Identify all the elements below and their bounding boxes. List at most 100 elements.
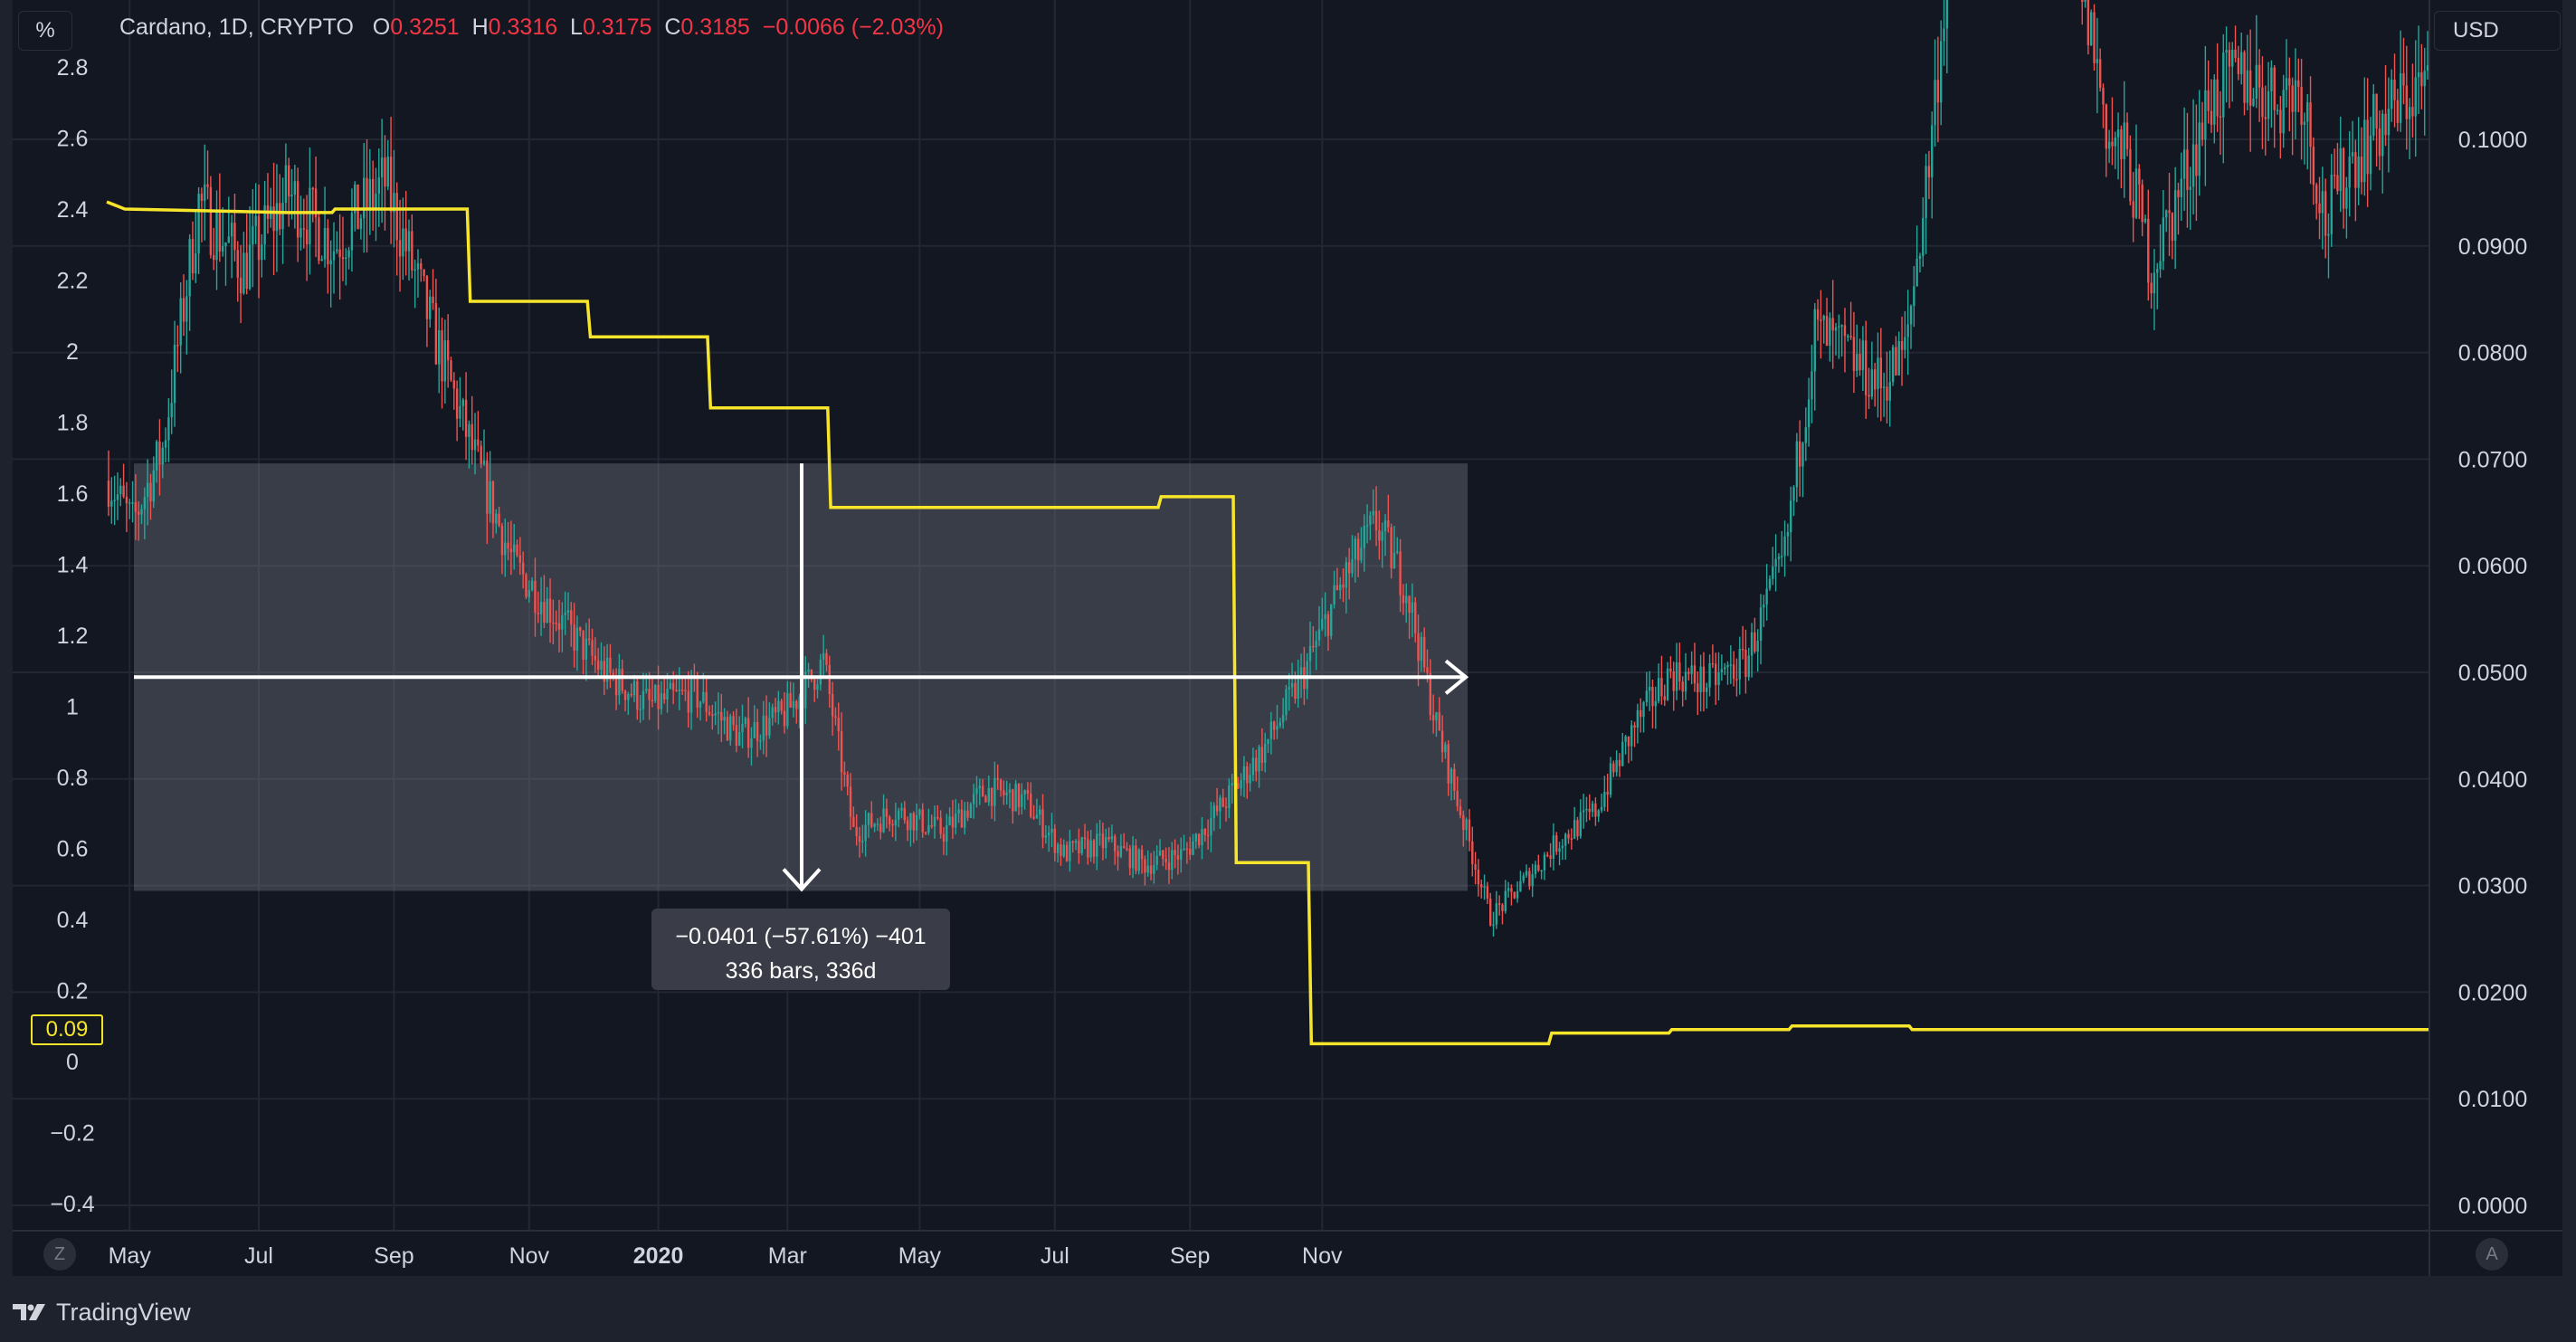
candle-body bbox=[2354, 152, 2357, 188]
candle-body bbox=[1420, 636, 1423, 661]
candle-body bbox=[1005, 792, 1008, 795]
candle-body bbox=[1249, 775, 1251, 784]
candle bbox=[393, 149, 395, 248]
candle bbox=[131, 481, 134, 523]
candle-body bbox=[371, 178, 375, 208]
candle bbox=[279, 174, 281, 235]
candle-body bbox=[759, 740, 762, 742]
candle bbox=[1558, 842, 1561, 866]
candle-body bbox=[1119, 845, 1123, 857]
candle-body bbox=[1897, 340, 1900, 376]
candle-body bbox=[1180, 849, 1183, 861]
candle-body bbox=[350, 213, 354, 251]
candle bbox=[1510, 884, 1513, 906]
candle bbox=[708, 705, 711, 717]
candle bbox=[125, 481, 128, 532]
candle-body bbox=[254, 215, 257, 226]
candle bbox=[1438, 697, 1440, 731]
candle bbox=[575, 615, 579, 671]
candle bbox=[468, 420, 471, 469]
candle bbox=[2264, 85, 2267, 156]
candle-body bbox=[288, 165, 290, 197]
candle-body bbox=[2405, 85, 2408, 119]
candle bbox=[1215, 787, 1219, 816]
candle bbox=[1657, 663, 1660, 704]
candle bbox=[2426, 31, 2429, 80]
candle bbox=[789, 681, 792, 709]
candle bbox=[1212, 802, 1215, 832]
candle-body bbox=[843, 772, 846, 775]
candle bbox=[1847, 334, 1849, 342]
candle bbox=[2168, 173, 2171, 256]
candle bbox=[1531, 863, 1534, 898]
candle-body bbox=[834, 716, 837, 719]
candle-body bbox=[195, 253, 197, 274]
candle bbox=[1642, 700, 1645, 733]
candle-body bbox=[2207, 90, 2210, 111]
candle-body bbox=[323, 227, 327, 260]
candle-body bbox=[699, 701, 702, 708]
candle-body bbox=[1588, 808, 1591, 813]
tradingview-brand[interactable]: TradingView bbox=[13, 1296, 191, 1328]
candle-body bbox=[2165, 210, 2168, 218]
candle bbox=[981, 778, 984, 797]
candle-body bbox=[600, 661, 603, 671]
left-axis-tick-label: 2 bbox=[66, 339, 79, 365]
candle-body bbox=[525, 574, 528, 597]
candle bbox=[1324, 592, 1326, 637]
candle-body bbox=[2369, 135, 2372, 175]
candle bbox=[714, 701, 717, 726]
time-axis-tick-label: 2020 bbox=[633, 1243, 684, 1269]
candle-body bbox=[128, 502, 131, 504]
candle bbox=[1189, 836, 1192, 861]
candle bbox=[332, 222, 336, 294]
candle bbox=[1285, 684, 1288, 721]
candle-body bbox=[570, 610, 573, 625]
candle bbox=[2198, 90, 2201, 196]
candle-body bbox=[666, 689, 669, 700]
candle bbox=[1035, 798, 1039, 819]
candle bbox=[407, 219, 411, 281]
symbol-title[interactable]: Cardano, 1D, CRYPTO bbox=[119, 14, 354, 40]
candle-body bbox=[1471, 841, 1474, 864]
candle bbox=[623, 690, 627, 711]
ohlc-legend: Cardano, 1D, CRYPTO O0.3251 H0.3316 L0.3… bbox=[119, 14, 944, 41]
currency-scale-button[interactable]: USD bbox=[2434, 11, 2561, 51]
candle-body bbox=[411, 231, 413, 271]
candle-body bbox=[2156, 269, 2159, 273]
candle-body bbox=[671, 682, 675, 690]
candle-body bbox=[311, 187, 314, 190]
candle-body bbox=[810, 669, 813, 680]
candle bbox=[204, 144, 206, 241]
percent-scale-button[interactable]: % bbox=[18, 11, 72, 51]
candle-body bbox=[131, 502, 134, 504]
candle bbox=[338, 214, 341, 300]
candle bbox=[972, 784, 975, 819]
zoom-reset-button[interactable]: Z bbox=[43, 1238, 76, 1271]
candle-body bbox=[2255, 64, 2258, 99]
candle-body bbox=[1765, 588, 1768, 605]
left-axis-tick-label: −0.2 bbox=[50, 1121, 94, 1147]
candle-body bbox=[170, 403, 173, 418]
candle bbox=[2248, 29, 2252, 152]
candle-body bbox=[1246, 766, 1249, 784]
candle bbox=[473, 413, 477, 475]
candle bbox=[1053, 823, 1056, 861]
candle bbox=[152, 456, 155, 509]
candle bbox=[1624, 735, 1627, 755]
candle bbox=[1708, 654, 1711, 697]
candle bbox=[573, 603, 575, 668]
candle bbox=[2336, 142, 2339, 195]
candle-body bbox=[1720, 669, 1724, 672]
candle bbox=[1393, 526, 1396, 569]
candle-body bbox=[948, 816, 951, 826]
auto-scale-button[interactable]: A bbox=[2476, 1238, 2508, 1271]
candle bbox=[1888, 350, 1891, 427]
candle bbox=[2357, 117, 2360, 205]
candle-body bbox=[1723, 667, 1726, 670]
candle bbox=[555, 610, 557, 632]
candle-body bbox=[2366, 119, 2369, 175]
candle-body bbox=[906, 820, 909, 831]
